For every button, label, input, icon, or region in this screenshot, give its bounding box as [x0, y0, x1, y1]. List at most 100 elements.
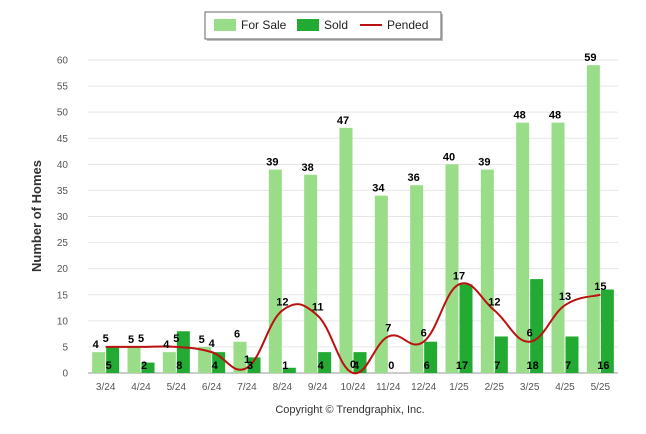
bar-sold — [176, 331, 190, 373]
data-label-pended: 7 — [385, 322, 391, 334]
bar-for-sale — [268, 169, 282, 373]
y-tick-label: 10 — [57, 316, 69, 327]
y-tick-label: 5 — [62, 342, 68, 353]
bar-sold — [282, 367, 296, 373]
data-label-for-sale: 4 — [93, 339, 100, 351]
data-label-sold: 4 — [212, 360, 219, 372]
bar-for-sale — [162, 352, 176, 373]
bar-for-sale — [92, 352, 106, 373]
bar-for-sale — [551, 122, 565, 373]
data-label-pended: 0 — [350, 359, 356, 371]
x-tick-label: 7/24 — [237, 382, 257, 393]
data-label-sold: 17 — [456, 360, 468, 372]
pended-line — [105, 282, 601, 375]
x-tick-label: 6/24 — [202, 382, 222, 393]
data-label-sold: 5 — [106, 360, 112, 372]
bar-for-sale — [233, 341, 247, 373]
bar-for-sale — [304, 174, 318, 373]
bar-sold — [459, 284, 473, 373]
legend-label-pended: Pended — [387, 18, 428, 32]
pended-line-layer — [105, 282, 601, 375]
x-tick-label: 12/24 — [411, 382, 436, 393]
bar-for-sale — [516, 122, 530, 373]
data-label-sold: 0 — [388, 360, 394, 372]
data-label-for-sale: 6 — [234, 329, 240, 341]
y-tick-label: 0 — [62, 369, 68, 380]
bar-for-sale — [480, 169, 494, 373]
bar-sold — [141, 362, 155, 373]
y-tick-label: 45 — [57, 134, 69, 145]
legend: For Sale Sold Pended — [204, 11, 443, 41]
x-tick-label: 5/24 — [167, 382, 187, 393]
y-tick-label: 50 — [57, 108, 69, 119]
data-label-pended: 13 — [559, 291, 571, 303]
y-tick-label: 35 — [57, 186, 69, 197]
data-label-sold: 6 — [424, 360, 430, 372]
x-tick-label: 3/25 — [520, 382, 540, 393]
x-tick-label: 9/24 — [308, 382, 328, 393]
y-tick-label: 15 — [57, 290, 69, 301]
legend-frame — [204, 11, 442, 40]
legend-swatch-sold — [297, 19, 319, 31]
y-tick-label: 60 — [57, 56, 69, 67]
data-label-for-sale: 47 — [337, 115, 349, 127]
y-tick-label: 55 — [57, 82, 69, 93]
data-label-sold: 1 — [282, 360, 288, 372]
data-label-for-sale: 34 — [372, 183, 385, 195]
x-tick-label: 8/24 — [273, 382, 293, 393]
data-label-for-sale: 36 — [408, 172, 420, 184]
bar-sold — [424, 341, 438, 373]
data-label-for-sale: 48 — [549, 110, 561, 122]
x-tick-label: 4/25 — [555, 382, 575, 393]
bar-sold — [530, 279, 544, 373]
x-tick-label: 5/25 — [591, 382, 611, 393]
data-label-for-sale: 5 — [199, 334, 205, 346]
data-label-pended: 17 — [453, 270, 465, 282]
x-tick-label: 2/25 — [485, 382, 505, 393]
legend-label-for-sale: For Sale — [241, 18, 287, 32]
y-axis-title: Number of Homes — [29, 160, 44, 272]
data-label-pended: 11 — [312, 302, 324, 314]
x-tick-label: 11/24 — [376, 382, 401, 393]
data-label-sold: 8 — [176, 360, 182, 372]
data-label-sold: 4 — [353, 360, 360, 372]
bar-for-sale — [339, 127, 353, 373]
data-label-pended: 5 — [173, 333, 179, 345]
data-label-sold: 4 — [318, 360, 325, 372]
x-tick-label: 10/24 — [340, 382, 365, 393]
data-label-sold: 7 — [565, 360, 571, 372]
data-label-pended: 6 — [421, 328, 427, 340]
y-axis-ticks: 0 5 10 15 20 25 30 35 40 45 50 55 60 — [57, 56, 69, 380]
bar-sold — [600, 289, 614, 373]
data-label-pended: 1 — [244, 354, 250, 366]
data-label-layer: 4552485463391384474340366401739748184875… — [93, 52, 610, 372]
data-label-for-sale: 40 — [443, 151, 455, 163]
bar-sold — [318, 352, 332, 373]
data-label-for-sale: 48 — [514, 110, 526, 122]
x-tick-label: 3/24 — [96, 382, 116, 393]
data-label-pended: 4 — [209, 338, 216, 350]
bar-for-sale — [374, 195, 388, 373]
data-label-for-sale: 5 — [128, 334, 134, 346]
copyright-credit: Copyright © Trendgraphix, Inc. — [275, 404, 424, 416]
data-label-pended: 12 — [276, 296, 288, 308]
bar-sold — [247, 357, 261, 373]
bar-for-sale — [127, 346, 141, 373]
data-label-pended: 5 — [103, 333, 109, 345]
bar-for-sale — [410, 185, 424, 373]
bar-for-sale — [198, 346, 212, 373]
legend-label-sold: Sold — [324, 18, 348, 32]
grid-layer — [88, 59, 618, 374]
data-label-for-sale: 39 — [266, 157, 278, 169]
data-label-for-sale: 59 — [584, 52, 596, 64]
data-label-sold: 16 — [597, 360, 609, 372]
y-tick-label: 20 — [57, 264, 69, 275]
data-label-sold: 7 — [494, 360, 500, 372]
y-tick-label: 30 — [57, 212, 69, 223]
x-tick-label: 4/24 — [131, 382, 151, 393]
bar-sold — [106, 346, 120, 373]
bar-layer — [92, 65, 614, 373]
data-label-pended: 6 — [527, 328, 533, 340]
data-label-pended: 12 — [488, 296, 500, 308]
